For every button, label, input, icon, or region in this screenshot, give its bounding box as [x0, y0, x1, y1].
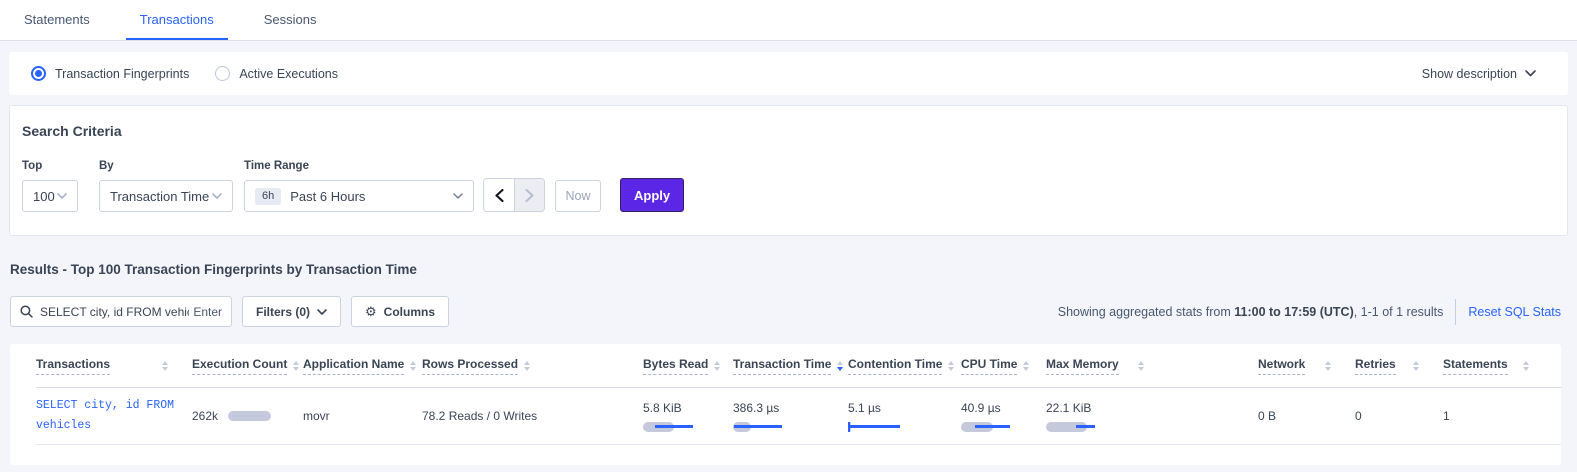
gear-icon: ⚙	[365, 304, 377, 320]
cpu-time-bar	[961, 422, 1023, 432]
columns-button[interactable]: ⚙ Columns	[351, 296, 449, 327]
execution-count-bar	[228, 411, 271, 421]
by-label: By	[99, 160, 244, 172]
contention-time-cell: 5.1 µs	[848, 401, 961, 432]
sort-icon[interactable]	[162, 361, 168, 371]
column-header-max-memory[interactable]: Max Memory	[1046, 357, 1258, 375]
view-toggle-bar: Transaction Fingerprints Active Executio…	[9, 52, 1568, 95]
aggregated-stats-note: Showing aggregated stats from 11:00 to 1…	[1058, 305, 1444, 319]
radio-active-executions[interactable]: Active Executions	[215, 66, 338, 81]
sort-icon[interactable]	[948, 361, 954, 371]
rows-processed-cell: 78.2 Reads / 0 Writes	[422, 409, 643, 423]
time-range-next-button[interactable]	[514, 179, 544, 211]
column-header-contention-time[interactable]: Contention Time	[848, 357, 961, 375]
search-icon	[20, 305, 33, 318]
radio-label: Active Executions	[239, 67, 338, 81]
transaction-fingerprint-cell: SELECT city, id FROMvehicles	[36, 396, 192, 436]
time-range-select[interactable]: 6h Past 6 Hours	[244, 180, 474, 212]
chevron-down-icon	[1525, 70, 1536, 77]
transaction-time-cell: 386.3 µs	[733, 401, 848, 432]
cpu-time-cell: 40.9 µs	[961, 401, 1046, 432]
column-header-retries[interactable]: Retries	[1355, 357, 1443, 375]
bytes-read-bar	[643, 422, 705, 432]
search-enter-button[interactable]: Enter	[193, 305, 222, 319]
transaction-link[interactable]: SELECT city, id FROMvehicles	[36, 396, 192, 436]
radio-label: Transaction Fingerprints	[55, 67, 189, 81]
top-label: Top	[22, 160, 99, 172]
column-header-transaction-time[interactable]: Transaction Time	[733, 357, 848, 375]
column-header-statements[interactable]: Statements	[1443, 357, 1553, 375]
chevron-down-icon	[317, 309, 327, 315]
table-row: SELECT city, id FROMvehicles 262k movr 7…	[36, 388, 1561, 445]
network-cell: 0 B	[1258, 409, 1355, 423]
retries-cell: 0	[1355, 409, 1443, 423]
page-tabs: Statements Transactions Sessions	[0, 0, 1577, 41]
column-header-execution-count[interactable]: Execution Count	[192, 357, 303, 375]
table-header-row: Transactions Execution Count Application…	[36, 344, 1561, 388]
time-range-arrows	[483, 178, 545, 212]
results-heading: Results - Top 100 Transaction Fingerprin…	[10, 262, 1568, 277]
chevron-down-icon	[57, 193, 67, 199]
sort-icon[interactable]	[524, 361, 530, 371]
by-select[interactable]: Transaction Time	[99, 180, 233, 212]
now-button[interactable]: Now	[555, 180, 601, 212]
transaction-time-bar	[733, 422, 795, 432]
radio-transaction-fingerprints[interactable]: Transaction Fingerprints	[31, 66, 189, 81]
sort-icon[interactable]	[1413, 361, 1419, 371]
tab-transactions[interactable]: Transactions	[126, 0, 228, 40]
max-memory-cell: 22.1 KiB	[1046, 401, 1258, 432]
sort-icon[interactable]	[410, 361, 416, 371]
time-range-label: Time Range	[244, 160, 483, 172]
column-header-network[interactable]: Network	[1258, 357, 1355, 375]
execution-count-cell: 262k	[192, 409, 303, 423]
tab-sessions[interactable]: Sessions	[250, 0, 331, 40]
search-criteria-title: Search Criteria	[22, 123, 1555, 139]
contention-time-bar	[848, 422, 910, 432]
statements-cell: 1	[1443, 409, 1553, 423]
max-memory-bar	[1046, 422, 1108, 432]
column-header-cpu-time[interactable]: CPU Time	[961, 357, 1046, 375]
time-range-badge: 6h	[255, 188, 281, 205]
show-description-toggle[interactable]: Show description	[1422, 67, 1536, 81]
chevron-left-icon	[495, 189, 504, 202]
vertical-divider	[1455, 299, 1456, 325]
time-range-prev-button[interactable]	[484, 179, 514, 211]
apply-button[interactable]: Apply	[620, 178, 684, 212]
column-header-bytes-read[interactable]: Bytes Read	[643, 357, 733, 375]
radio-unselected-icon[interactable]	[215, 66, 230, 81]
chevron-down-icon	[453, 193, 463, 199]
radio-selected-icon[interactable]	[31, 66, 46, 81]
results-toolbar: Enter Filters (0) ⚙ Columns Showing aggr…	[10, 296, 1568, 327]
sort-icon[interactable]	[1325, 361, 1331, 371]
chevron-right-icon	[525, 189, 534, 202]
application-name-cell: movr	[303, 409, 422, 423]
sort-icon[interactable]	[293, 361, 299, 371]
chevron-down-icon	[212, 193, 222, 199]
bytes-read-cell: 5.8 KiB	[643, 401, 733, 432]
top-select[interactable]: 100	[22, 180, 78, 212]
sql-search-box[interactable]: Enter	[10, 296, 232, 327]
sort-icon[interactable]	[1523, 361, 1529, 371]
sort-icon-active[interactable]	[837, 361, 843, 371]
column-header-application-name[interactable]: Application Name	[303, 357, 422, 375]
column-header-transactions[interactable]: Transactions	[36, 357, 192, 375]
tab-statements[interactable]: Statements	[10, 0, 104, 40]
sort-icon[interactable]	[1138, 361, 1144, 371]
sort-icon[interactable]	[714, 361, 720, 371]
sort-icon[interactable]	[1023, 361, 1029, 371]
search-input[interactable]	[40, 305, 189, 319]
search-criteria-panel: Search Criteria Top 100 By Transaction T…	[9, 105, 1568, 236]
column-header-rows-processed[interactable]: Rows Processed	[422, 357, 643, 375]
transactions-table: Transactions Execution Count Application…	[10, 344, 1561, 465]
filters-button[interactable]: Filters (0)	[242, 296, 341, 327]
reset-sql-stats-link[interactable]: Reset SQL Stats	[1468, 305, 1561, 319]
